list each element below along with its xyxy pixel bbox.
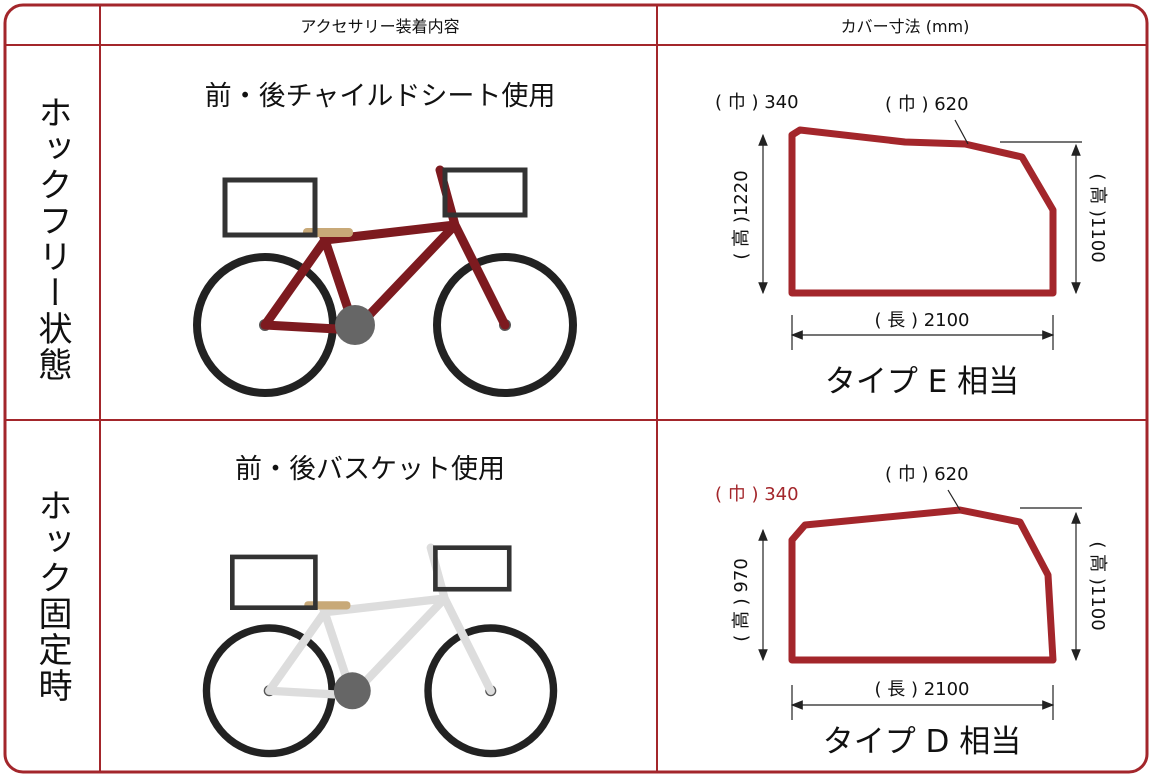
accessory: 前・後バスケット使用 [235,454,505,485]
accessory: 前・後チャイルドシート使用 [205,81,556,112]
dimension: ( 高 )1100 [1087,541,1108,630]
dimension: ( 高 )1220 [731,170,752,259]
row-label: ホックフリー状態 [32,95,72,383]
dimension-lines [758,489,1082,720]
row-label: ホック固定時 [32,488,72,704]
header: カバー寸法 (mm) [841,17,970,36]
cover-shape [788,126,1057,297]
dimension: ( 高 ) 970 [731,558,752,642]
dimension: ( 巾 ) 340 [715,92,799,113]
grid [5,5,1147,772]
dimension: ( 高 )1100 [1087,173,1108,262]
header: アクセサリー装着内容 [300,17,459,36]
cover-shape [788,506,1057,664]
dimension: ( 巾 ) 620 [885,94,969,115]
dimension: ( 巾 ) 340 [715,484,799,505]
dimension: ( 巾 ) 620 [885,464,969,485]
cover-type: タイプ E 相当 [825,364,1019,400]
dimension: ( 長 ) 2100 [874,679,969,700]
cover-type: タイプ D 相当 [823,724,1022,760]
dimension-lines [758,119,1082,350]
dimension: ( 長 ) 2100 [874,310,969,331]
frame [3,3,1149,774]
